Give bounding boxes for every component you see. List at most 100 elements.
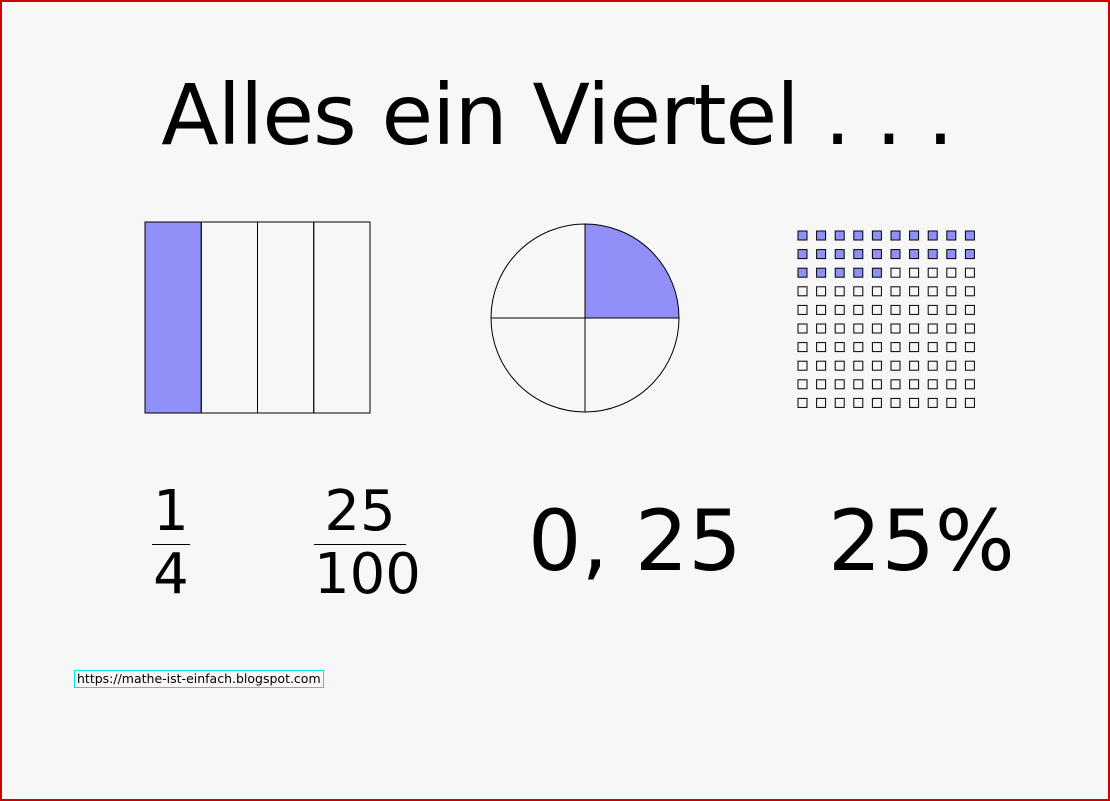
shaded-strip — [144, 221, 202, 414]
grid-cell — [964, 342, 975, 353]
shaded-cell — [816, 230, 827, 241]
shaded-cell — [890, 230, 901, 241]
grid-cell — [871, 379, 882, 390]
grid-cell — [890, 286, 901, 297]
grid-cell — [946, 360, 957, 371]
grid-cell — [890, 360, 901, 371]
shaded-cell — [946, 249, 957, 260]
grid-cell — [890, 397, 901, 408]
grid-cell — [853, 397, 864, 408]
grid-cell — [909, 323, 920, 334]
grid-cell — [890, 379, 901, 390]
grid-cell — [890, 342, 901, 353]
grid-cell — [890, 323, 901, 334]
grid-cell — [853, 323, 864, 334]
grid-cell — [834, 397, 845, 408]
percent-value: 25% — [828, 492, 1015, 590]
grid-cell — [853, 360, 864, 371]
grid-cell — [909, 360, 920, 371]
grid-cell — [890, 267, 901, 278]
hundred-grid-model — [797, 230, 975, 408]
grid-cell — [946, 267, 957, 278]
circle-fraction-model — [490, 223, 680, 413]
shaded-cell — [946, 230, 957, 241]
grid-cell — [797, 323, 808, 334]
grid-cell — [853, 286, 864, 297]
grid-cell — [927, 286, 938, 297]
grid-cell — [816, 379, 827, 390]
shaded-cell — [853, 267, 864, 278]
fraction-bar — [152, 544, 190, 545]
grid-cell — [797, 360, 808, 371]
grid-cell — [816, 323, 827, 334]
sector — [490, 317, 586, 413]
grid-cell — [946, 304, 957, 315]
shaded-cell — [909, 249, 920, 260]
grid-cell — [834, 323, 845, 334]
grid-cell — [927, 304, 938, 315]
grid-cell — [816, 342, 827, 353]
grid-cell — [834, 342, 845, 353]
grid-cell — [871, 342, 882, 353]
source-link[interactable]: https://mathe-ist-einfach.blogspot.com — [74, 670, 324, 688]
shaded-cell — [834, 230, 845, 241]
grid-cell — [927, 342, 938, 353]
grid-cell — [890, 304, 901, 315]
grid-cell — [797, 304, 808, 315]
grid-cell — [946, 286, 957, 297]
grid-cell — [816, 360, 827, 371]
grid-cell — [909, 286, 920, 297]
shaded-cell — [853, 249, 864, 260]
shaded-cell — [871, 249, 882, 260]
grid-cell — [946, 397, 957, 408]
grid-cell — [834, 379, 845, 390]
grid-cell — [853, 304, 864, 315]
shaded-cell — [890, 249, 901, 260]
shaded-cell — [797, 267, 808, 278]
grid-cell — [909, 267, 920, 278]
grid-cell — [909, 304, 920, 315]
grid-cell — [797, 342, 808, 353]
grid-cell — [871, 286, 882, 297]
grid-cell — [964, 360, 975, 371]
shaded-cell — [927, 230, 938, 241]
grid-cell — [946, 379, 957, 390]
shaded-cell — [834, 249, 845, 260]
grid-cell — [871, 304, 882, 315]
shaded-cell — [797, 249, 808, 260]
grid-cell — [964, 304, 975, 315]
grid-cell — [797, 379, 808, 390]
fraction-bar — [314, 544, 406, 545]
grid-cell — [964, 323, 975, 334]
shaded-cell — [834, 267, 845, 278]
shaded-cell — [816, 249, 827, 260]
grid-cell — [946, 342, 957, 353]
grid-cell — [871, 360, 882, 371]
grid-cell — [964, 286, 975, 297]
grid-cell — [871, 397, 882, 408]
fraction-numerator: 25 — [324, 479, 396, 544]
grid-cell — [834, 304, 845, 315]
shaded-cell — [909, 230, 920, 241]
shaded-cell — [964, 249, 975, 260]
grid-cell — [797, 286, 808, 297]
grid-cell — [927, 323, 938, 334]
decimal-value: 0, 25 — [528, 492, 742, 590]
grid-cell — [946, 323, 957, 334]
grid-cell — [964, 397, 975, 408]
grid-cell — [853, 379, 864, 390]
grid-cell — [871, 323, 882, 334]
grid-cell — [927, 397, 938, 408]
rectangle-fraction-model — [144, 221, 371, 414]
sector — [584, 317, 680, 413]
fraction-hundredths: 25 100 — [314, 479, 421, 605]
grid-cell — [853, 342, 864, 353]
shaded-cell — [816, 267, 827, 278]
strip — [313, 221, 371, 414]
grid-cell — [909, 342, 920, 353]
sector — [490, 223, 586, 319]
strip — [200, 221, 258, 414]
grid-cell — [927, 379, 938, 390]
fraction-denominator: 4 — [153, 542, 189, 607]
